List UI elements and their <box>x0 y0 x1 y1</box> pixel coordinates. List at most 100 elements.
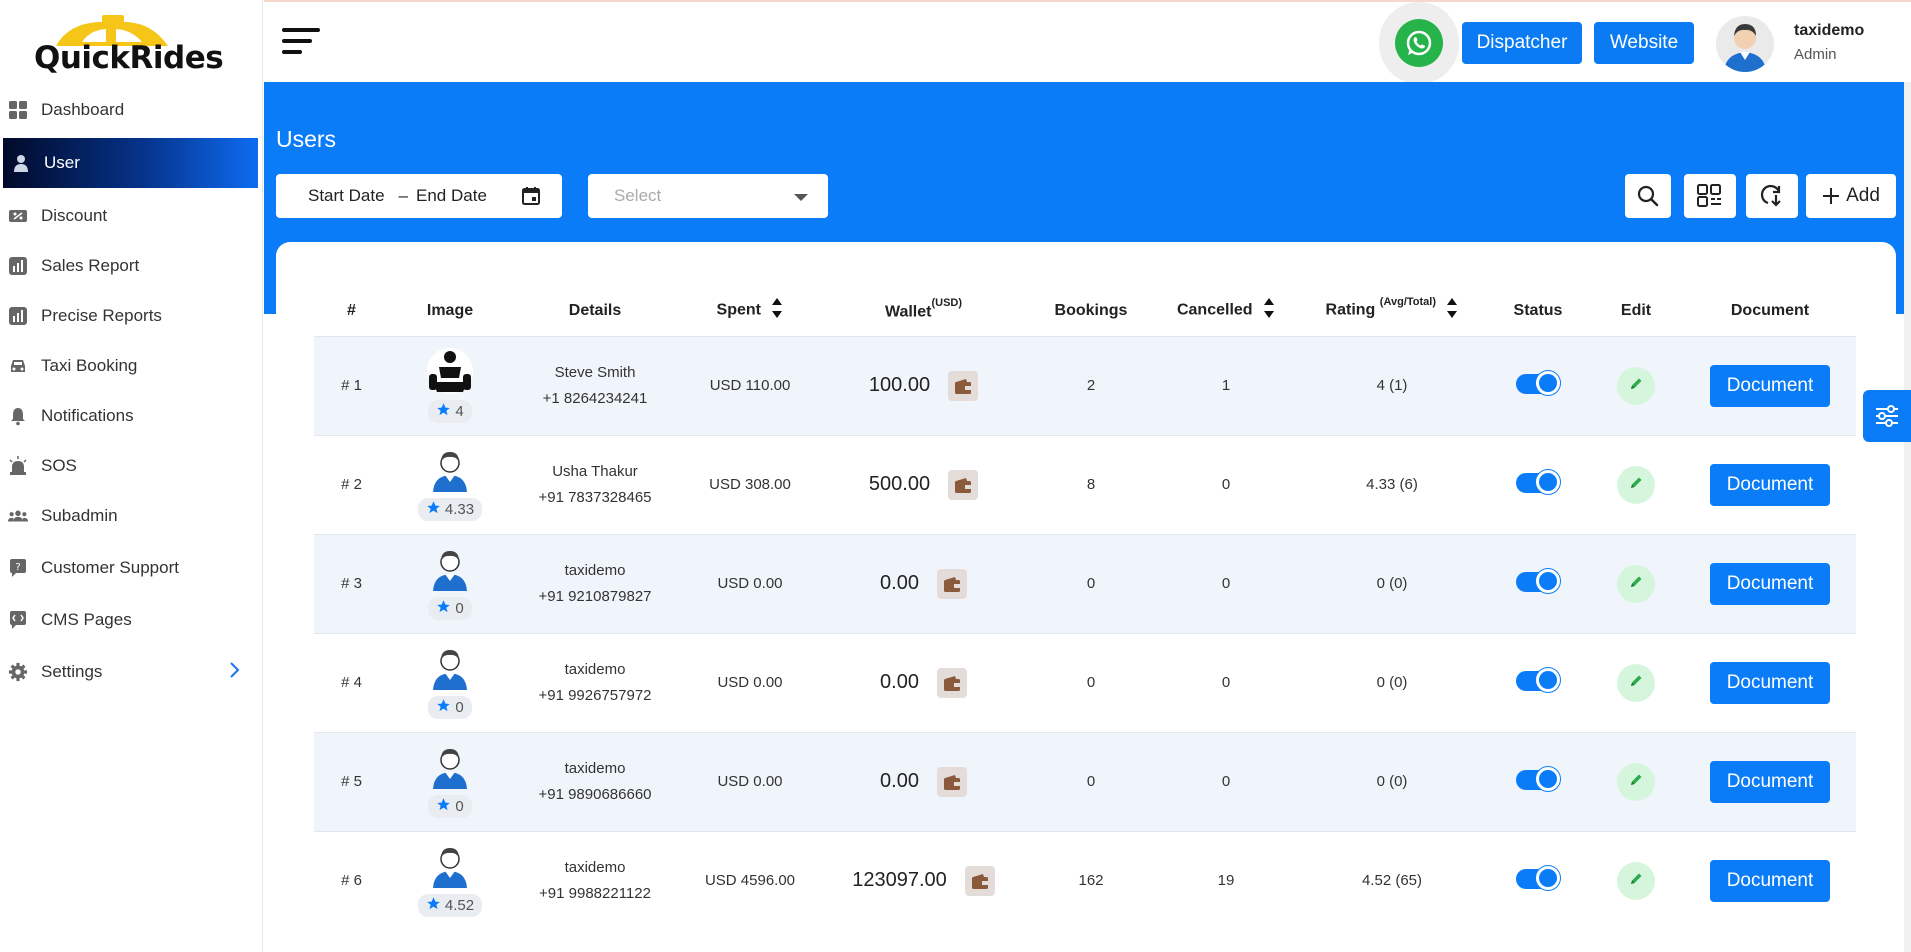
sidebar-item-sos[interactable]: SOS <box>0 441 263 491</box>
status-toggle[interactable] <box>1516 370 1560 395</box>
user-avatar-icon[interactable] <box>425 348 475 398</box>
col-wallet: Wallet(USD) <box>821 286 1026 336</box>
edit-cell <box>1588 830 1684 930</box>
toggle-knob <box>1536 865 1560 890</box>
rating-badge: 0 <box>428 597 472 620</box>
pencil-icon <box>1628 475 1644 495</box>
edit-button[interactable] <box>1617 762 1655 801</box>
end-date-field[interactable]: End Date <box>416 186 487 205</box>
document-button[interactable]: Document <box>1710 364 1830 407</box>
spent-cell: USD 0.00 <box>679 731 821 831</box>
sidebar-item-label: Precise Reports <box>41 306 162 325</box>
sort-icon[interactable] <box>1446 297 1458 324</box>
edit-cell <box>1588 335 1684 435</box>
status-toggle[interactable] <box>1516 568 1560 593</box>
download-refresh-icon <box>1760 184 1781 207</box>
edit-button[interactable] <box>1617 366 1655 405</box>
avatar[interactable] <box>1716 16 1774 72</box>
sidebar-item-precise-reports[interactable]: Precise Reports <box>0 291 263 341</box>
sidebar-item-sales-report[interactable]: Sales Report <box>0 241 263 291</box>
document-button[interactable]: Document <box>1710 859 1830 902</box>
user-avatar-icon[interactable] <box>430 448 470 496</box>
sidebar-item-user[interactable]: User <box>3 138 258 188</box>
user-avatar-icon[interactable] <box>430 547 470 595</box>
document-button[interactable]: Document <box>1710 760 1830 803</box>
sidebar-item-dashboard[interactable]: Dashboard <box>0 85 263 135</box>
export-button[interactable] <box>1746 174 1798 218</box>
table-header-row: # Image Details Spent Wallet(USD) Bookin… <box>314 286 1856 336</box>
wallet-amount: 123097.00 <box>852 869 947 892</box>
sidebar-item-discount[interactable]: Discount <box>0 191 263 241</box>
wallet-icon[interactable] <box>948 469 979 500</box>
user-name: taxidemo <box>564 660 626 678</box>
wallet-icon[interactable] <box>948 370 979 401</box>
menu-toggle-icon[interactable] <box>282 26 322 58</box>
filter-panel-toggle[interactable] <box>1863 390 1911 442</box>
qr-code-icon <box>1697 184 1721 207</box>
wallet-icon[interactable] <box>936 568 967 599</box>
date-range-picker[interactable]: Start Date – End Date <box>276 174 562 218</box>
edit-button[interactable] <box>1617 663 1655 702</box>
qr-button[interactable] <box>1684 174 1736 218</box>
sort-icon[interactable] <box>1263 297 1275 324</box>
user-avatar-icon[interactable] <box>430 844 470 892</box>
status-cell <box>1488 335 1588 435</box>
sidebar-item-taxi-booking[interactable]: Taxi Booking <box>0 341 263 391</box>
document-button[interactable]: Document <box>1710 661 1830 704</box>
whatsapp-button[interactable] <box>1379 2 1459 84</box>
col-spent[interactable]: Spent <box>679 286 821 336</box>
car-icon <box>8 356 28 376</box>
user-phone: +91 9926757972 <box>538 686 652 704</box>
sidebar-item-label: Dashboard <box>41 100 125 119</box>
edit-button[interactable] <box>1617 465 1655 504</box>
search-icon <box>1637 185 1659 207</box>
wallet-icon[interactable] <box>936 766 967 797</box>
rating-badge: 4 <box>428 400 472 423</box>
website-button[interactable]: Website <box>1594 22 1694 64</box>
bookings-cell: 0 <box>1026 632 1156 732</box>
add-label: Add <box>1846 185 1880 206</box>
toggle-knob <box>1536 667 1560 692</box>
edit-button[interactable] <box>1617 564 1655 603</box>
filter-select[interactable]: Select <box>588 174 828 218</box>
user-avatar-icon[interactable] <box>430 646 470 694</box>
rating-cell: 0 (0) <box>1296 731 1488 831</box>
star-icon <box>436 698 451 717</box>
col-cancelled[interactable]: Cancelled <box>1156 286 1296 336</box>
edit-button[interactable] <box>1617 861 1655 900</box>
calendar-icon[interactable] <box>521 186 541 211</box>
cancelled-cell: 0 <box>1156 533 1296 633</box>
user-phone: +1 8264234241 <box>542 389 648 407</box>
sidebar-item-notifications[interactable]: Notifications <box>0 391 263 441</box>
edit-cell <box>1588 632 1684 732</box>
add-user-button[interactable]: Add <box>1806 174 1896 218</box>
sort-icon[interactable] <box>771 297 783 324</box>
document-button[interactable]: Document <box>1710 562 1830 605</box>
brand-logo[interactable]: QuickRides <box>28 12 224 76</box>
search-button[interactable] <box>1625 174 1671 218</box>
chart-icon <box>8 256 28 276</box>
wallet-icon[interactable] <box>964 865 995 896</box>
row-number: # 6 <box>314 830 389 930</box>
image-cell: 0 <box>389 533 511 633</box>
status-toggle[interactable] <box>1516 667 1560 692</box>
page-scrollbar[interactable] <box>1904 82 1911 952</box>
status-toggle[interactable] <box>1516 469 1560 494</box>
col-edit: Edit <box>1620 301 1652 319</box>
sidebar-item-subadmin[interactable]: Subadmin <box>0 491 263 541</box>
document-button[interactable]: Document <box>1710 463 1830 506</box>
status-toggle[interactable] <box>1516 865 1560 890</box>
sidebar-item-settings[interactable]: Settings <box>0 647 263 697</box>
col-image: Image <box>426 301 474 319</box>
chevron-right-icon[interactable] <box>229 661 241 684</box>
user-avatar-icon[interactable] <box>430 745 470 793</box>
dispatcher-button[interactable]: Dispatcher <box>1462 22 1582 64</box>
wallet-icon[interactable] <box>936 667 967 698</box>
wallet-amount: 0.00 <box>880 671 919 693</box>
col-rating[interactable]: Rating (Avg/Total) <box>1296 286 1488 336</box>
sidebar-item-customer-support[interactable]: ? Customer Support <box>0 543 263 593</box>
start-date-field[interactable]: Start Date <box>308 186 385 205</box>
status-toggle[interactable] <box>1516 766 1560 791</box>
wallet-cell: 123097.00 <box>821 830 1026 930</box>
sidebar-item-cms-pages[interactable]: CMS Pages <box>0 595 263 645</box>
